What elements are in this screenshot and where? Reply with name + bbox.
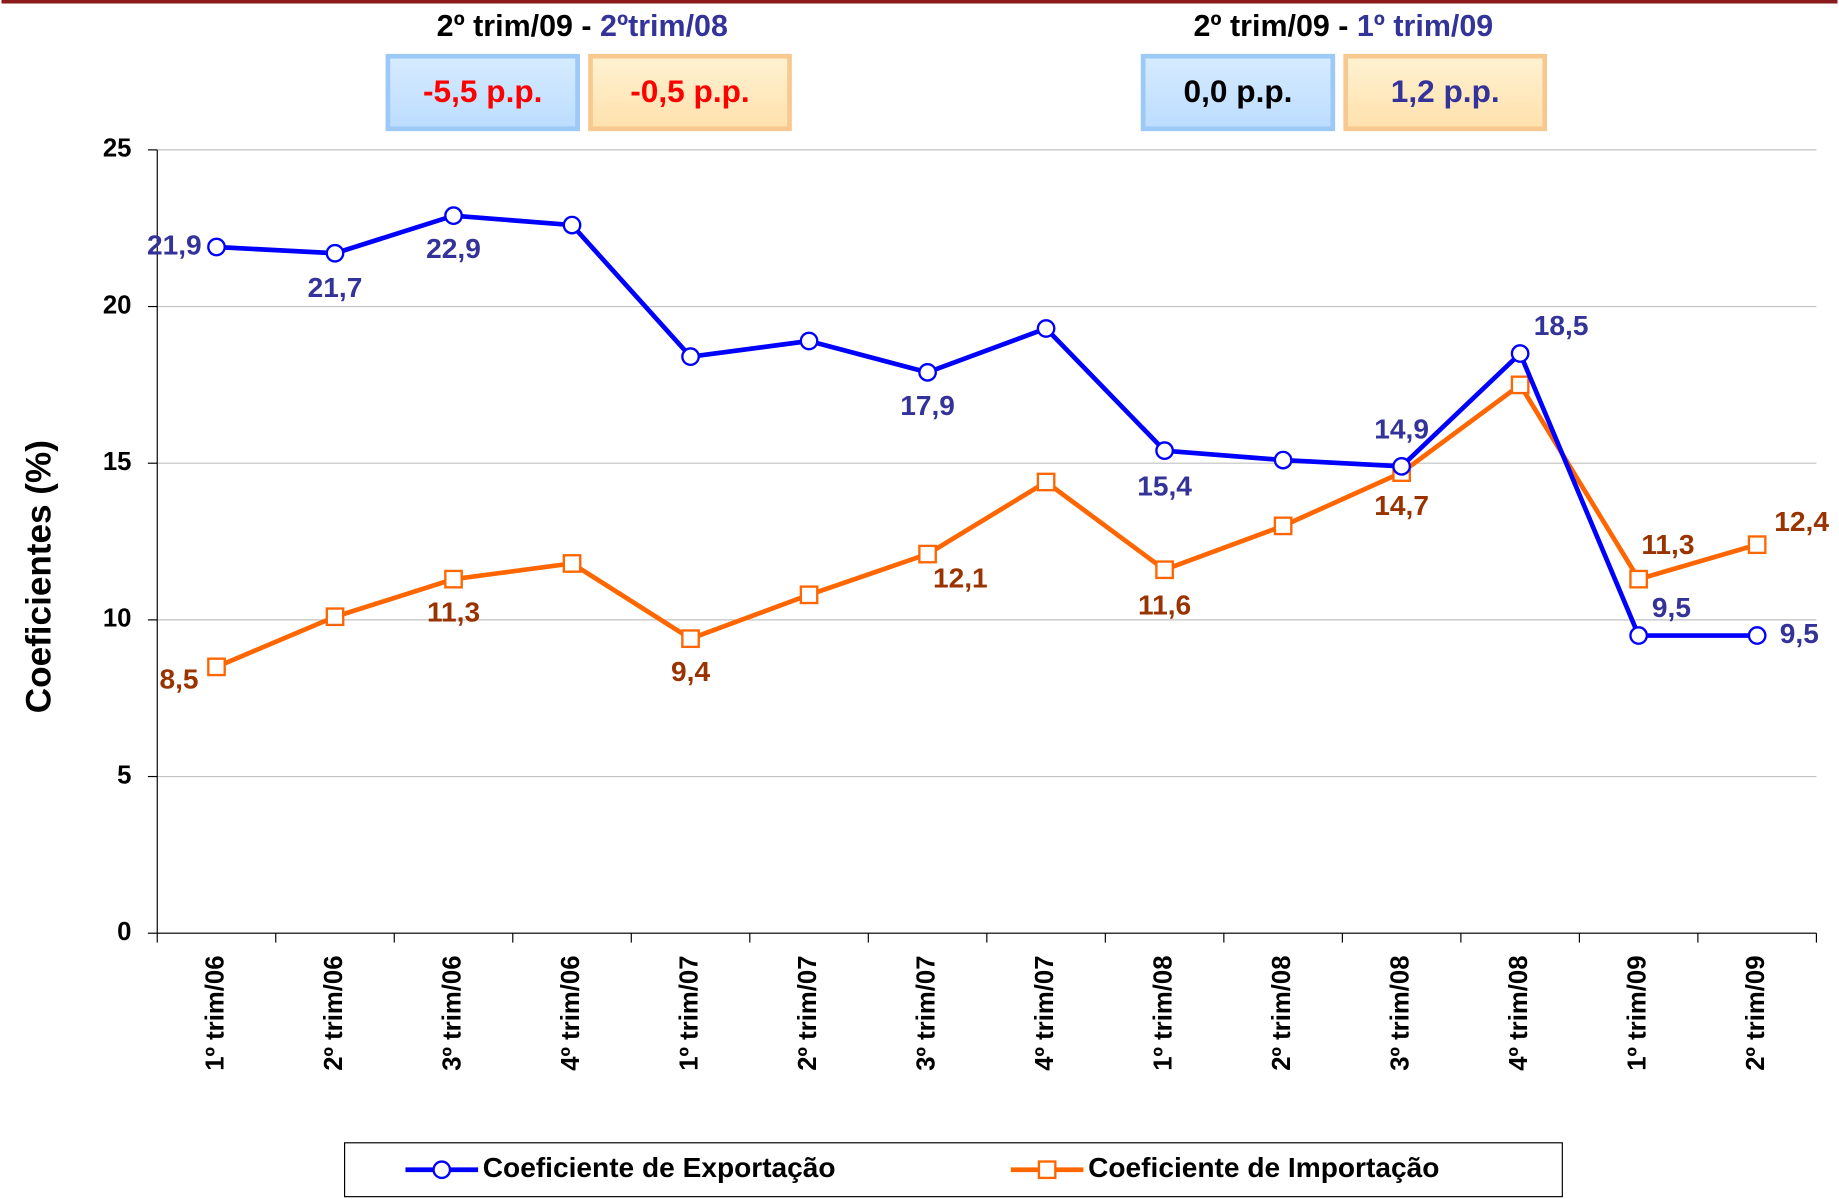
point (1629, 626, 1649, 645)
data-label: 11,3 (1641, 529, 1694, 560)
point (1036, 319, 1056, 338)
legend-marker (1037, 1160, 1057, 1180)
comparison-title: 2º trim/09 - 1º trim/09 (1194, 9, 1494, 43)
point (207, 657, 226, 677)
legend-label: Coeficiente de Exportação (483, 1152, 836, 1183)
point (1036, 472, 1056, 492)
x-tick-label: 2º trim/07 (794, 955, 822, 1070)
point (325, 607, 345, 627)
comparison-box (1343, 53, 1548, 132)
point (1510, 375, 1530, 395)
legend-label: Coeficiente de Importação (1088, 1152, 1439, 1183)
point (681, 629, 700, 649)
comparison-box (1140, 53, 1336, 132)
x-tick-label: 4º trim/07 (1031, 955, 1059, 1070)
data-label: 12,1 (933, 562, 988, 593)
data-label: 11,6 (1138, 590, 1191, 621)
data-label: 15,4 (1137, 471, 1192, 502)
data-label: 22,9 (426, 233, 481, 264)
data-label: 21,7 (308, 272, 363, 303)
point (918, 362, 937, 382)
comparison-box (385, 53, 580, 132)
data-label: 17,9 (900, 390, 955, 421)
y-tick-label: 25 (103, 135, 132, 163)
point (1747, 535, 1767, 555)
series-line (216, 213, 1758, 638)
point (1273, 450, 1293, 470)
comparison-value: 0,0 p.p. (1184, 73, 1293, 109)
x-tick-label: 2º trim/08 (1268, 955, 1296, 1070)
point (681, 347, 700, 367)
comparison-title: 2º trim/09 - 2ºtrim/08 (437, 9, 728, 43)
data-label: 9,5 (1780, 618, 1819, 649)
point (1510, 344, 1530, 363)
x-tick-label: 3º trim/06 (438, 955, 466, 1070)
comparison-label: 2º trim/09 - (1194, 9, 1357, 43)
comparison-reference: 2ºtrim/08 (600, 9, 728, 43)
x-tick-label: 3º trim/07 (912, 955, 940, 1070)
point (444, 206, 463, 226)
comparison-value: 1,2 p.p. (1391, 73, 1500, 109)
data-label: 8,5 (160, 663, 199, 694)
point (1273, 516, 1293, 536)
x-tick-label: 1º trim/07 (675, 955, 703, 1070)
y-tick-label: 20 (103, 291, 132, 319)
point (562, 215, 582, 235)
x-tick-label: 2º trim/09 (1742, 955, 1770, 1070)
point (1629, 569, 1649, 589)
y-tick-label: 0 (117, 918, 131, 946)
series-line (215, 382, 1758, 670)
point (325, 243, 345, 263)
data-label: 11,3 (427, 597, 480, 628)
top-rule (1, 0, 1838, 4)
comparison-box (588, 53, 792, 132)
y-tick-label: 5 (117, 761, 131, 789)
data-label: 21,9 (147, 229, 202, 260)
comparison-reference: 1º trim/09 (1357, 9, 1493, 43)
legend-symbol (432, 1160, 452, 1180)
y-tick-label: 15 (103, 448, 132, 476)
data-label: 14,7 (1374, 490, 1429, 521)
point (799, 331, 819, 351)
point (562, 554, 582, 573)
point (799, 585, 819, 605)
data-label: 14,9 (1374, 414, 1429, 445)
point (1747, 626, 1767, 645)
x-tick-label: 4º trim/06 (557, 955, 585, 1070)
comparison-value: -0,5 p.p. (630, 73, 749, 109)
x-tick-label: 1º trim/06 (201, 955, 229, 1070)
legend-box (344, 1142, 1563, 1198)
data-label: 9,4 (671, 656, 710, 687)
point (918, 544, 937, 564)
point (444, 569, 463, 589)
point (1155, 441, 1174, 461)
legend-marker (432, 1160, 452, 1180)
comparison-label: 2º trim/09 - (437, 9, 600, 43)
x-tick-label: 2º trim/06 (320, 955, 348, 1070)
data-label: 9,5 (1652, 592, 1691, 623)
data-label: 18,5 (1534, 310, 1589, 341)
comparison-value: -5,5 p.p. (423, 73, 542, 109)
y-axis-label: Coeficientes (%) (20, 440, 59, 713)
y-tick-label: 10 (103, 605, 132, 633)
x-tick-label: 1º trim/09 (1623, 955, 1651, 1070)
point (1392, 456, 1411, 476)
x-tick-label: 4º trim/08 (1505, 955, 1533, 1070)
point (1155, 560, 1174, 580)
legend-symbol (1037, 1160, 1057, 1180)
data-label: 12,4 (1774, 506, 1829, 537)
x-tick-label: 3º trim/08 (1386, 955, 1414, 1070)
point (207, 237, 226, 257)
x-tick-label: 1º trim/08 (1149, 955, 1177, 1070)
